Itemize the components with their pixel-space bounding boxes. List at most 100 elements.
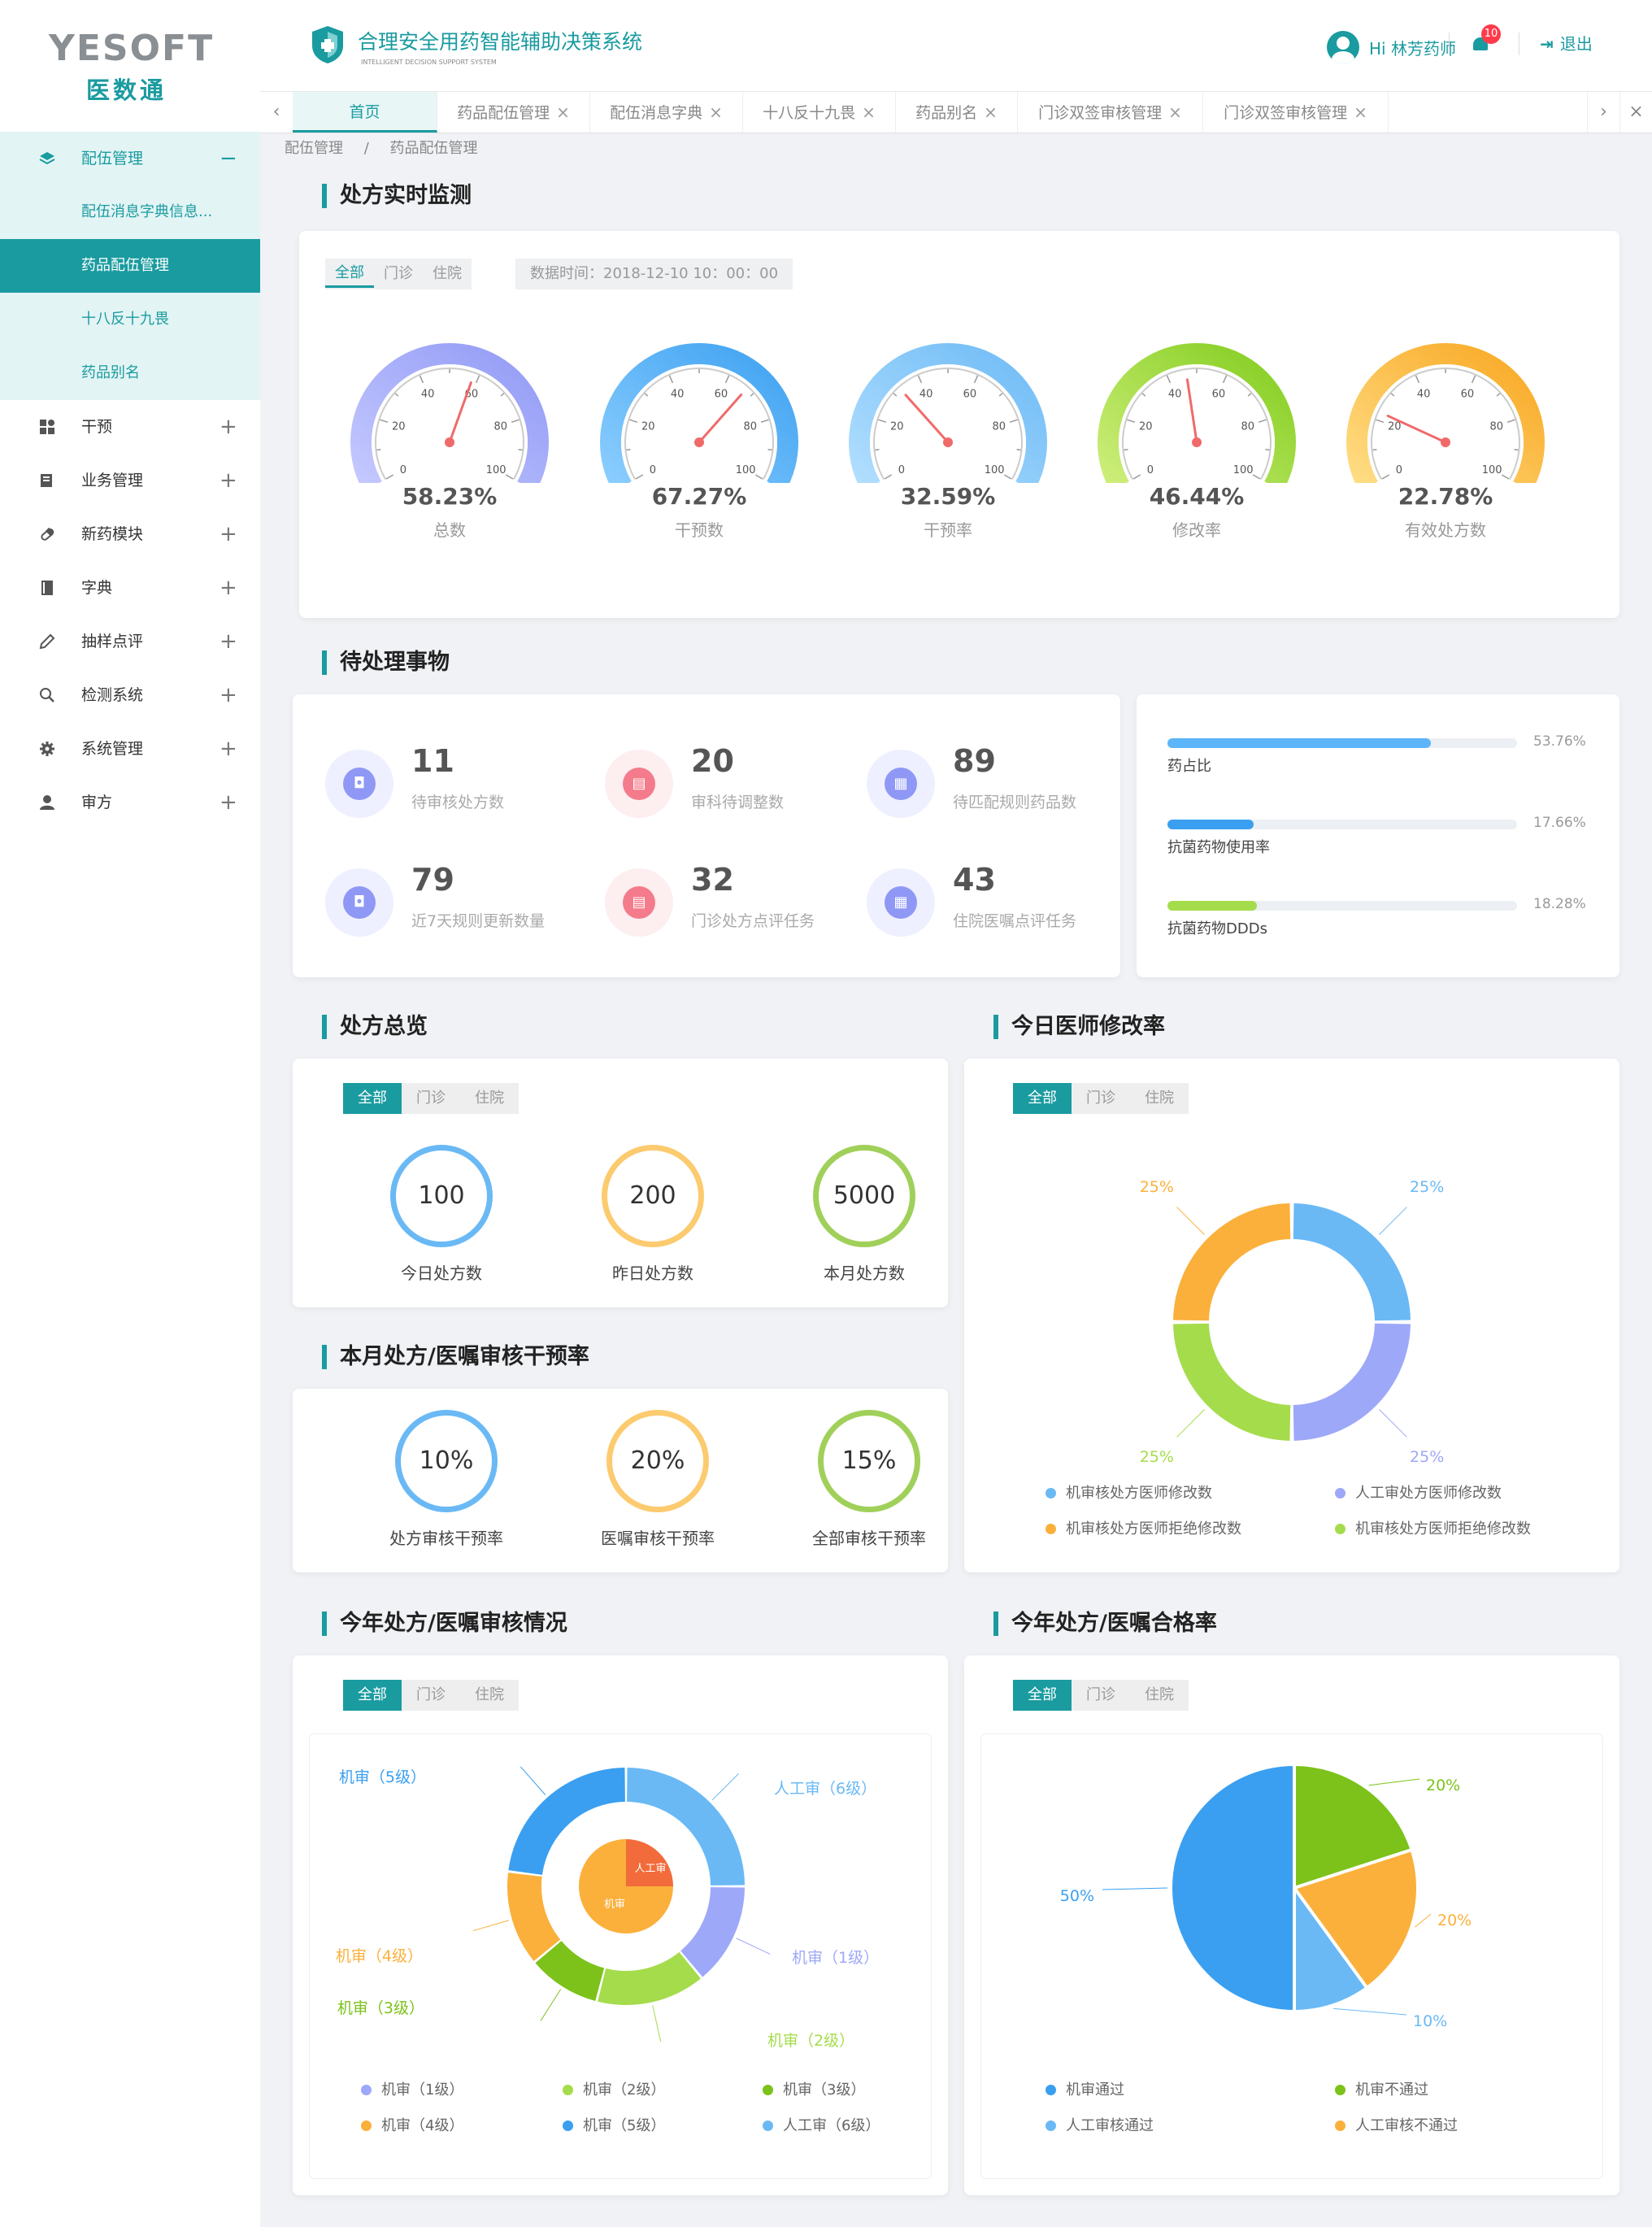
filter-inpatient[interactable]: 住院 bbox=[1145, 1686, 1174, 1703]
legend-item[interactable]: 人工审核通过 bbox=[1046, 2114, 1154, 2135]
filter-all[interactable]: 全部 bbox=[343, 1680, 402, 1711]
expand-icon[interactable]: + bbox=[220, 468, 237, 493]
user-menu[interactable]: Hi 林芳药师 bbox=[1327, 31, 1456, 63]
filter-outpatient[interactable]: 门诊 bbox=[416, 1686, 446, 1703]
gauge-needle bbox=[904, 394, 950, 444]
legend-item[interactable]: 人工审（6级） bbox=[763, 2114, 880, 2135]
filter-outpatient[interactable]: 门诊 bbox=[416, 1090, 446, 1107]
tab-dual-sign-1[interactable]: 门诊双签审核管理 × bbox=[1018, 92, 1203, 133]
filter-all[interactable]: 全部 bbox=[1013, 1083, 1072, 1114]
pending-item[interactable]: ◘ 79 近7天规则更新数量 bbox=[325, 862, 593, 943]
sidebar-item-newdrug[interactable]: 新药模块 + bbox=[0, 507, 260, 561]
legend-item[interactable]: 机审核处方医师修改数 bbox=[1046, 1481, 1212, 1503]
expand-icon[interactable]: + bbox=[220, 790, 237, 815]
expand-icon[interactable]: + bbox=[220, 576, 237, 600]
close-icon[interactable]: × bbox=[862, 102, 876, 122]
legend-item[interactable]: 机审（4级） bbox=[361, 2114, 463, 2135]
ring-value: 200 bbox=[602, 1145, 704, 1247]
gauge-tick-label: 0 bbox=[1396, 464, 1402, 476]
tab-drug-alias[interactable]: 药品别名 × bbox=[896, 92, 1018, 133]
sidebar-item-prescription[interactable]: 审方 + bbox=[0, 776, 260, 829]
legend-item[interactable]: 机审（5级） bbox=[563, 2114, 665, 2135]
sidebar-item-business[interactable]: 业务管理 + bbox=[0, 454, 260, 507]
filter-inpatient[interactable]: 住院 bbox=[475, 1686, 504, 1703]
close-icon[interactable]: × bbox=[709, 102, 723, 122]
sidebar-sub-18-19[interactable]: 十八反十九畏 bbox=[0, 293, 260, 346]
legend-label: 机审核处方医师修改数 bbox=[1066, 1485, 1212, 1502]
outer-slice bbox=[535, 1941, 605, 2002]
pending-label: 待匹配规则药品数 bbox=[953, 794, 1077, 811]
breadcrumb-parent[interactable]: 配伍管理 bbox=[285, 140, 343, 157]
tab-18-19[interactable]: 十八反十九畏 × bbox=[743, 92, 896, 133]
filter-all[interactable]: 全部 bbox=[1013, 1680, 1072, 1711]
gauge-tick-label: 100 bbox=[736, 464, 756, 476]
pie-slice bbox=[1293, 1882, 1370, 2014]
logout-button[interactable]: ⇥ 退出 bbox=[1540, 31, 1593, 54]
sidebar-item-system[interactable]: 系统管理 + bbox=[0, 722, 260, 776]
pending-item[interactable]: ▤ 20 审科待调整数 bbox=[605, 743, 873, 824]
filter-outpatient[interactable]: 门诊 bbox=[1086, 1686, 1115, 1703]
expand-icon[interactable]: + bbox=[220, 737, 237, 761]
filter-inpatient[interactable]: 住院 bbox=[433, 265, 462, 282]
sidebar-sub-alias[interactable]: 药品别名 bbox=[0, 346, 260, 400]
legend-dot bbox=[763, 2085, 773, 2095]
tab-drug-compat[interactable]: 药品配伍管理 × bbox=[437, 92, 590, 133]
close-icon[interactable]: × bbox=[984, 102, 998, 122]
legend-item[interactable]: 机审核处方医师拒绝修改数 bbox=[1046, 1517, 1241, 1538]
sidebar: 配伍管理 − 配伍消息字典信息... 药品配伍管理 十八反十九畏 药品别名 干预 +… bbox=[0, 132, 260, 2227]
pending-item[interactable]: ▦ 89 待匹配规则药品数 bbox=[867, 743, 1135, 824]
pending-item[interactable]: ▤ 32 门诊处方点评任务 bbox=[605, 862, 873, 943]
gauge-value: 58.23% bbox=[402, 483, 498, 510]
legend-item[interactable]: 机审（2级） bbox=[563, 2078, 665, 2099]
filter-outpatient[interactable]: 门诊 bbox=[384, 265, 413, 282]
slice-leader bbox=[1333, 2007, 1407, 2016]
close-icon[interactable]: × bbox=[1168, 102, 1182, 122]
expand-icon[interactable]: + bbox=[220, 629, 237, 654]
legend-item[interactable]: 机审核处方医师拒绝修改数 bbox=[1335, 1517, 1531, 1538]
sidebar-sub-drug-compat[interactable]: 药品配伍管理 bbox=[0, 239, 260, 293]
legend-item[interactable]: 机审通过 bbox=[1046, 2078, 1124, 2099]
legend-label: 机审不通过 bbox=[1355, 2081, 1428, 2099]
expand-icon[interactable]: + bbox=[220, 683, 237, 707]
legend-item[interactable]: 人工审核不通过 bbox=[1335, 2114, 1458, 2135]
legend-item[interactable]: 人工审处方医师修改数 bbox=[1335, 1481, 1502, 1503]
sidebar-item-compat[interactable]: 配伍管理 − bbox=[0, 132, 260, 185]
sidebar-item-detect[interactable]: 检测系统 + bbox=[0, 668, 260, 722]
pending-label: 审科待调整数 bbox=[691, 794, 785, 811]
tab-home[interactable]: 首页 bbox=[293, 92, 437, 133]
gauge-tick-label: 0 bbox=[1147, 464, 1154, 476]
gauge-tick-label: 60 bbox=[715, 389, 728, 401]
tab-dual-sign-2[interactable]: 门诊双签审核管理 × bbox=[1203, 92, 1389, 133]
filter-all[interactable]: 全部 bbox=[343, 1083, 402, 1114]
filter-outpatient[interactable]: 门诊 bbox=[1086, 1090, 1115, 1107]
ring-label: 全部审核干预率 bbox=[812, 1529, 926, 1548]
close-all-icon[interactable]: × bbox=[1619, 92, 1652, 133]
filter-all[interactable]: 全部 bbox=[325, 259, 374, 288]
section-title-monitor: 处方实时监测 bbox=[322, 184, 472, 208]
legend-item[interactable]: 机审不通过 bbox=[1335, 2078, 1428, 2099]
legend-item[interactable]: 机审（1级） bbox=[361, 2078, 463, 2099]
tab-next-icon[interactable]: › bbox=[1587, 92, 1619, 133]
expand-icon[interactable]: + bbox=[220, 415, 237, 439]
sidebar-item-sampling[interactable]: 抽样点评 + bbox=[0, 615, 260, 668]
sidebar-item-intervene[interactable]: 干预 + bbox=[0, 400, 260, 454]
slice-label: 25% bbox=[1410, 1178, 1444, 1196]
sidebar-item-label: 新药模块 bbox=[81, 525, 144, 543]
sidebar-sub-dict[interactable]: 配伍消息字典信息... bbox=[0, 185, 260, 239]
expand-icon[interactable]: + bbox=[220, 522, 237, 546]
pending-count: 79 bbox=[411, 862, 454, 898]
bell-icon[interactable]: 10 bbox=[1472, 24, 1501, 54]
filter-inpatient[interactable]: 住院 bbox=[475, 1090, 504, 1107]
sidebar-item-dict[interactable]: 字典 + bbox=[0, 561, 260, 615]
close-icon[interactable]: × bbox=[1354, 102, 1367, 122]
legend-item[interactable]: 机审（3级） bbox=[763, 2078, 865, 2099]
tab-compat-dict[interactable]: 配伍消息字典 × bbox=[590, 92, 743, 133]
gauge-tick-label: 40 bbox=[1417, 389, 1431, 401]
close-icon[interactable]: × bbox=[556, 102, 570, 122]
pending-item[interactable]: ◘ 11 待审核处方数 bbox=[325, 743, 593, 824]
pending-item[interactable]: ▦ 43 住院医嘱点评任务 bbox=[867, 862, 1135, 943]
tab-prev-icon[interactable]: ‹ bbox=[272, 102, 280, 122]
gauge-tick-label: 0 bbox=[650, 464, 656, 476]
collapse-icon[interactable]: − bbox=[220, 146, 237, 171]
filter-inpatient[interactable]: 住院 bbox=[1145, 1090, 1174, 1107]
